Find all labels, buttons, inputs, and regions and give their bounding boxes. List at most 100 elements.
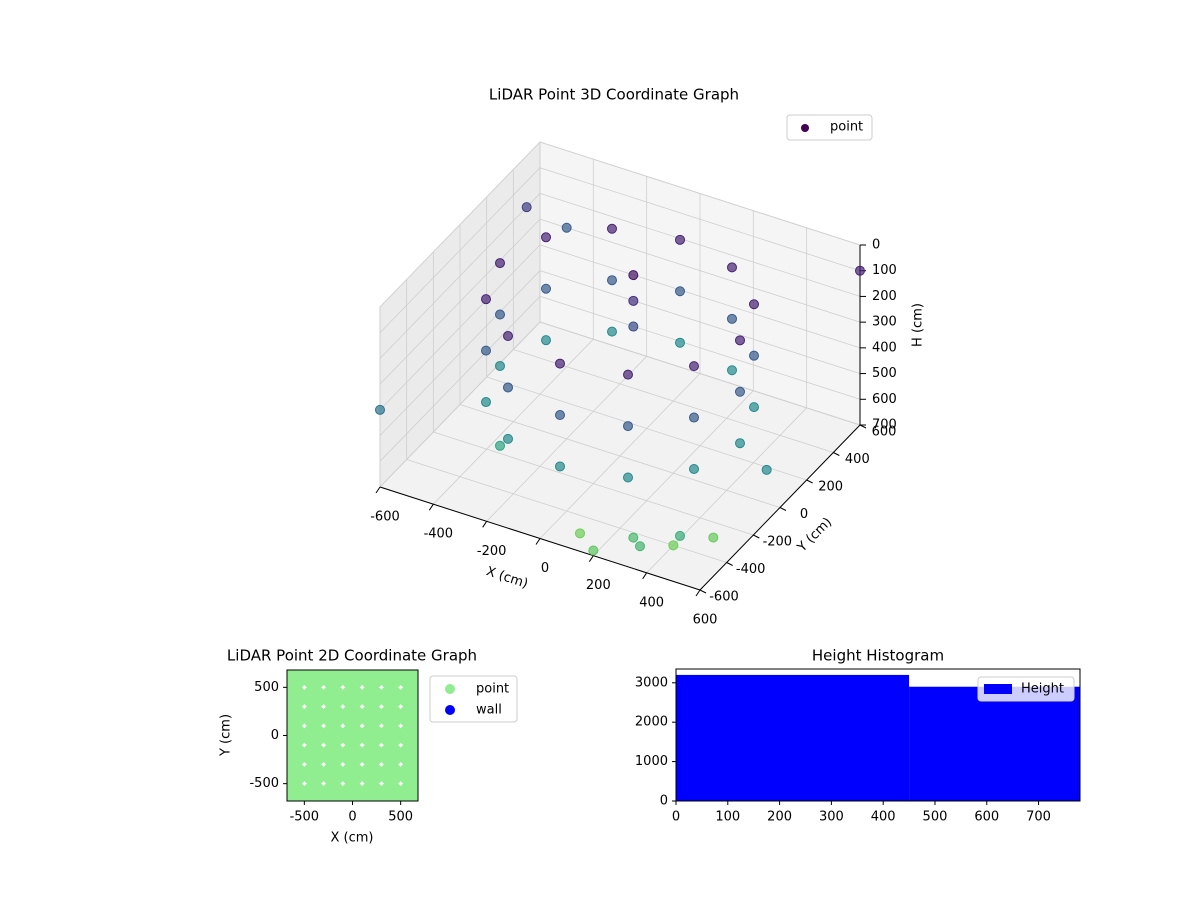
legend-label: wall bbox=[476, 703, 502, 718]
z-tick-label: 600 bbox=[872, 392, 897, 407]
x-tick-label: 0 bbox=[541, 561, 549, 576]
point bbox=[398, 742, 418, 767]
tick-mark bbox=[375, 486, 381, 494]
point bbox=[379, 762, 404, 787]
point bbox=[287, 704, 307, 729]
grid-line bbox=[379, 270, 541, 436]
grid-line bbox=[539, 141, 861, 246]
x-tick-label: -200 bbox=[477, 544, 507, 559]
point bbox=[495, 440, 505, 451]
x-tick-label: 0 bbox=[672, 810, 680, 825]
point bbox=[708, 532, 719, 543]
point bbox=[379, 781, 404, 801]
y-tick-label: 600 bbox=[872, 425, 897, 440]
x-tick-label: 600 bbox=[693, 613, 718, 628]
point bbox=[628, 295, 639, 306]
legend-label: Height bbox=[1021, 682, 1064, 697]
point bbox=[761, 464, 772, 475]
grid-line bbox=[539, 321, 861, 426]
point bbox=[727, 313, 737, 324]
point bbox=[635, 541, 645, 552]
point bbox=[340, 723, 365, 748]
point bbox=[503, 382, 513, 393]
z-tick-label: 0 bbox=[872, 238, 880, 253]
point bbox=[340, 762, 365, 787]
tick-mark bbox=[779, 507, 787, 511]
grid-line bbox=[539, 270, 861, 374]
point bbox=[359, 684, 384, 709]
x-tick-label: 400 bbox=[871, 810, 896, 825]
point bbox=[689, 463, 699, 474]
y-tick-label: 500 bbox=[254, 680, 279, 695]
point bbox=[340, 742, 365, 767]
y-tick-label: 1000 bbox=[635, 754, 668, 769]
grid-line bbox=[486, 376, 807, 481]
x-tick-label: -600 bbox=[370, 510, 400, 525]
grid-line bbox=[379, 296, 541, 462]
point bbox=[495, 309, 505, 320]
axis-line bbox=[379, 486, 701, 591]
grid-line bbox=[379, 321, 541, 488]
point bbox=[675, 530, 685, 541]
point bbox=[521, 202, 532, 213]
point bbox=[735, 386, 745, 397]
point bbox=[287, 742, 307, 767]
tick-mark bbox=[428, 503, 434, 511]
x-tick-label: 300 bbox=[819, 810, 844, 825]
point bbox=[398, 704, 418, 729]
chart-title: Height Histogram bbox=[812, 647, 944, 665]
point bbox=[503, 433, 513, 444]
point bbox=[321, 781, 346, 801]
x-tick-label: 500 bbox=[923, 810, 948, 825]
point bbox=[735, 335, 745, 346]
point bbox=[503, 331, 513, 342]
grid-line bbox=[513, 349, 834, 453]
point bbox=[379, 704, 404, 729]
tick-mark bbox=[753, 534, 760, 539]
tick-mark bbox=[482, 521, 488, 528]
chart-title: LiDAR Point 2D Coordinate Graph bbox=[227, 647, 477, 665]
chart-title: LiDAR Point 3D Coordinate Graph bbox=[489, 86, 739, 104]
y-axis-label: Y (cm) bbox=[219, 714, 234, 757]
point bbox=[287, 684, 307, 709]
grid-line bbox=[379, 141, 541, 308]
point bbox=[689, 412, 699, 423]
tick-mark bbox=[699, 589, 707, 594]
point bbox=[561, 222, 572, 233]
y-tick-label: -600 bbox=[709, 590, 739, 605]
point bbox=[287, 762, 307, 787]
point bbox=[301, 742, 326, 767]
legend-marker bbox=[445, 684, 455, 694]
points bbox=[287, 670, 418, 801]
point bbox=[321, 762, 346, 787]
point bbox=[379, 684, 404, 709]
z-axis-label: H (cm) bbox=[911, 303, 926, 347]
point bbox=[555, 410, 565, 421]
bar bbox=[676, 674, 910, 801]
point bbox=[321, 742, 346, 767]
x-tick-label: 200 bbox=[586, 578, 611, 593]
point bbox=[340, 781, 365, 801]
point bbox=[321, 723, 346, 748]
point bbox=[623, 369, 633, 380]
y-tick-label: 0 bbox=[660, 794, 668, 809]
grid-line bbox=[379, 244, 541, 411]
point bbox=[623, 421, 633, 432]
point bbox=[628, 270, 639, 281]
x-tick-label: -500 bbox=[290, 810, 320, 825]
x-tick-label: -400 bbox=[424, 527, 454, 542]
bar bbox=[909, 686, 1080, 801]
point bbox=[398, 762, 418, 787]
x-axis-label: X (cm) bbox=[331, 831, 374, 846]
point bbox=[321, 684, 346, 709]
point bbox=[727, 365, 737, 376]
point bbox=[607, 275, 617, 286]
grid-line bbox=[539, 218, 861, 323]
legend-marker bbox=[984, 684, 1012, 694]
y-tick-label: -200 bbox=[763, 535, 793, 550]
point bbox=[359, 742, 384, 767]
point bbox=[555, 461, 565, 472]
point bbox=[301, 781, 326, 801]
point bbox=[301, 762, 326, 787]
point bbox=[555, 358, 565, 369]
